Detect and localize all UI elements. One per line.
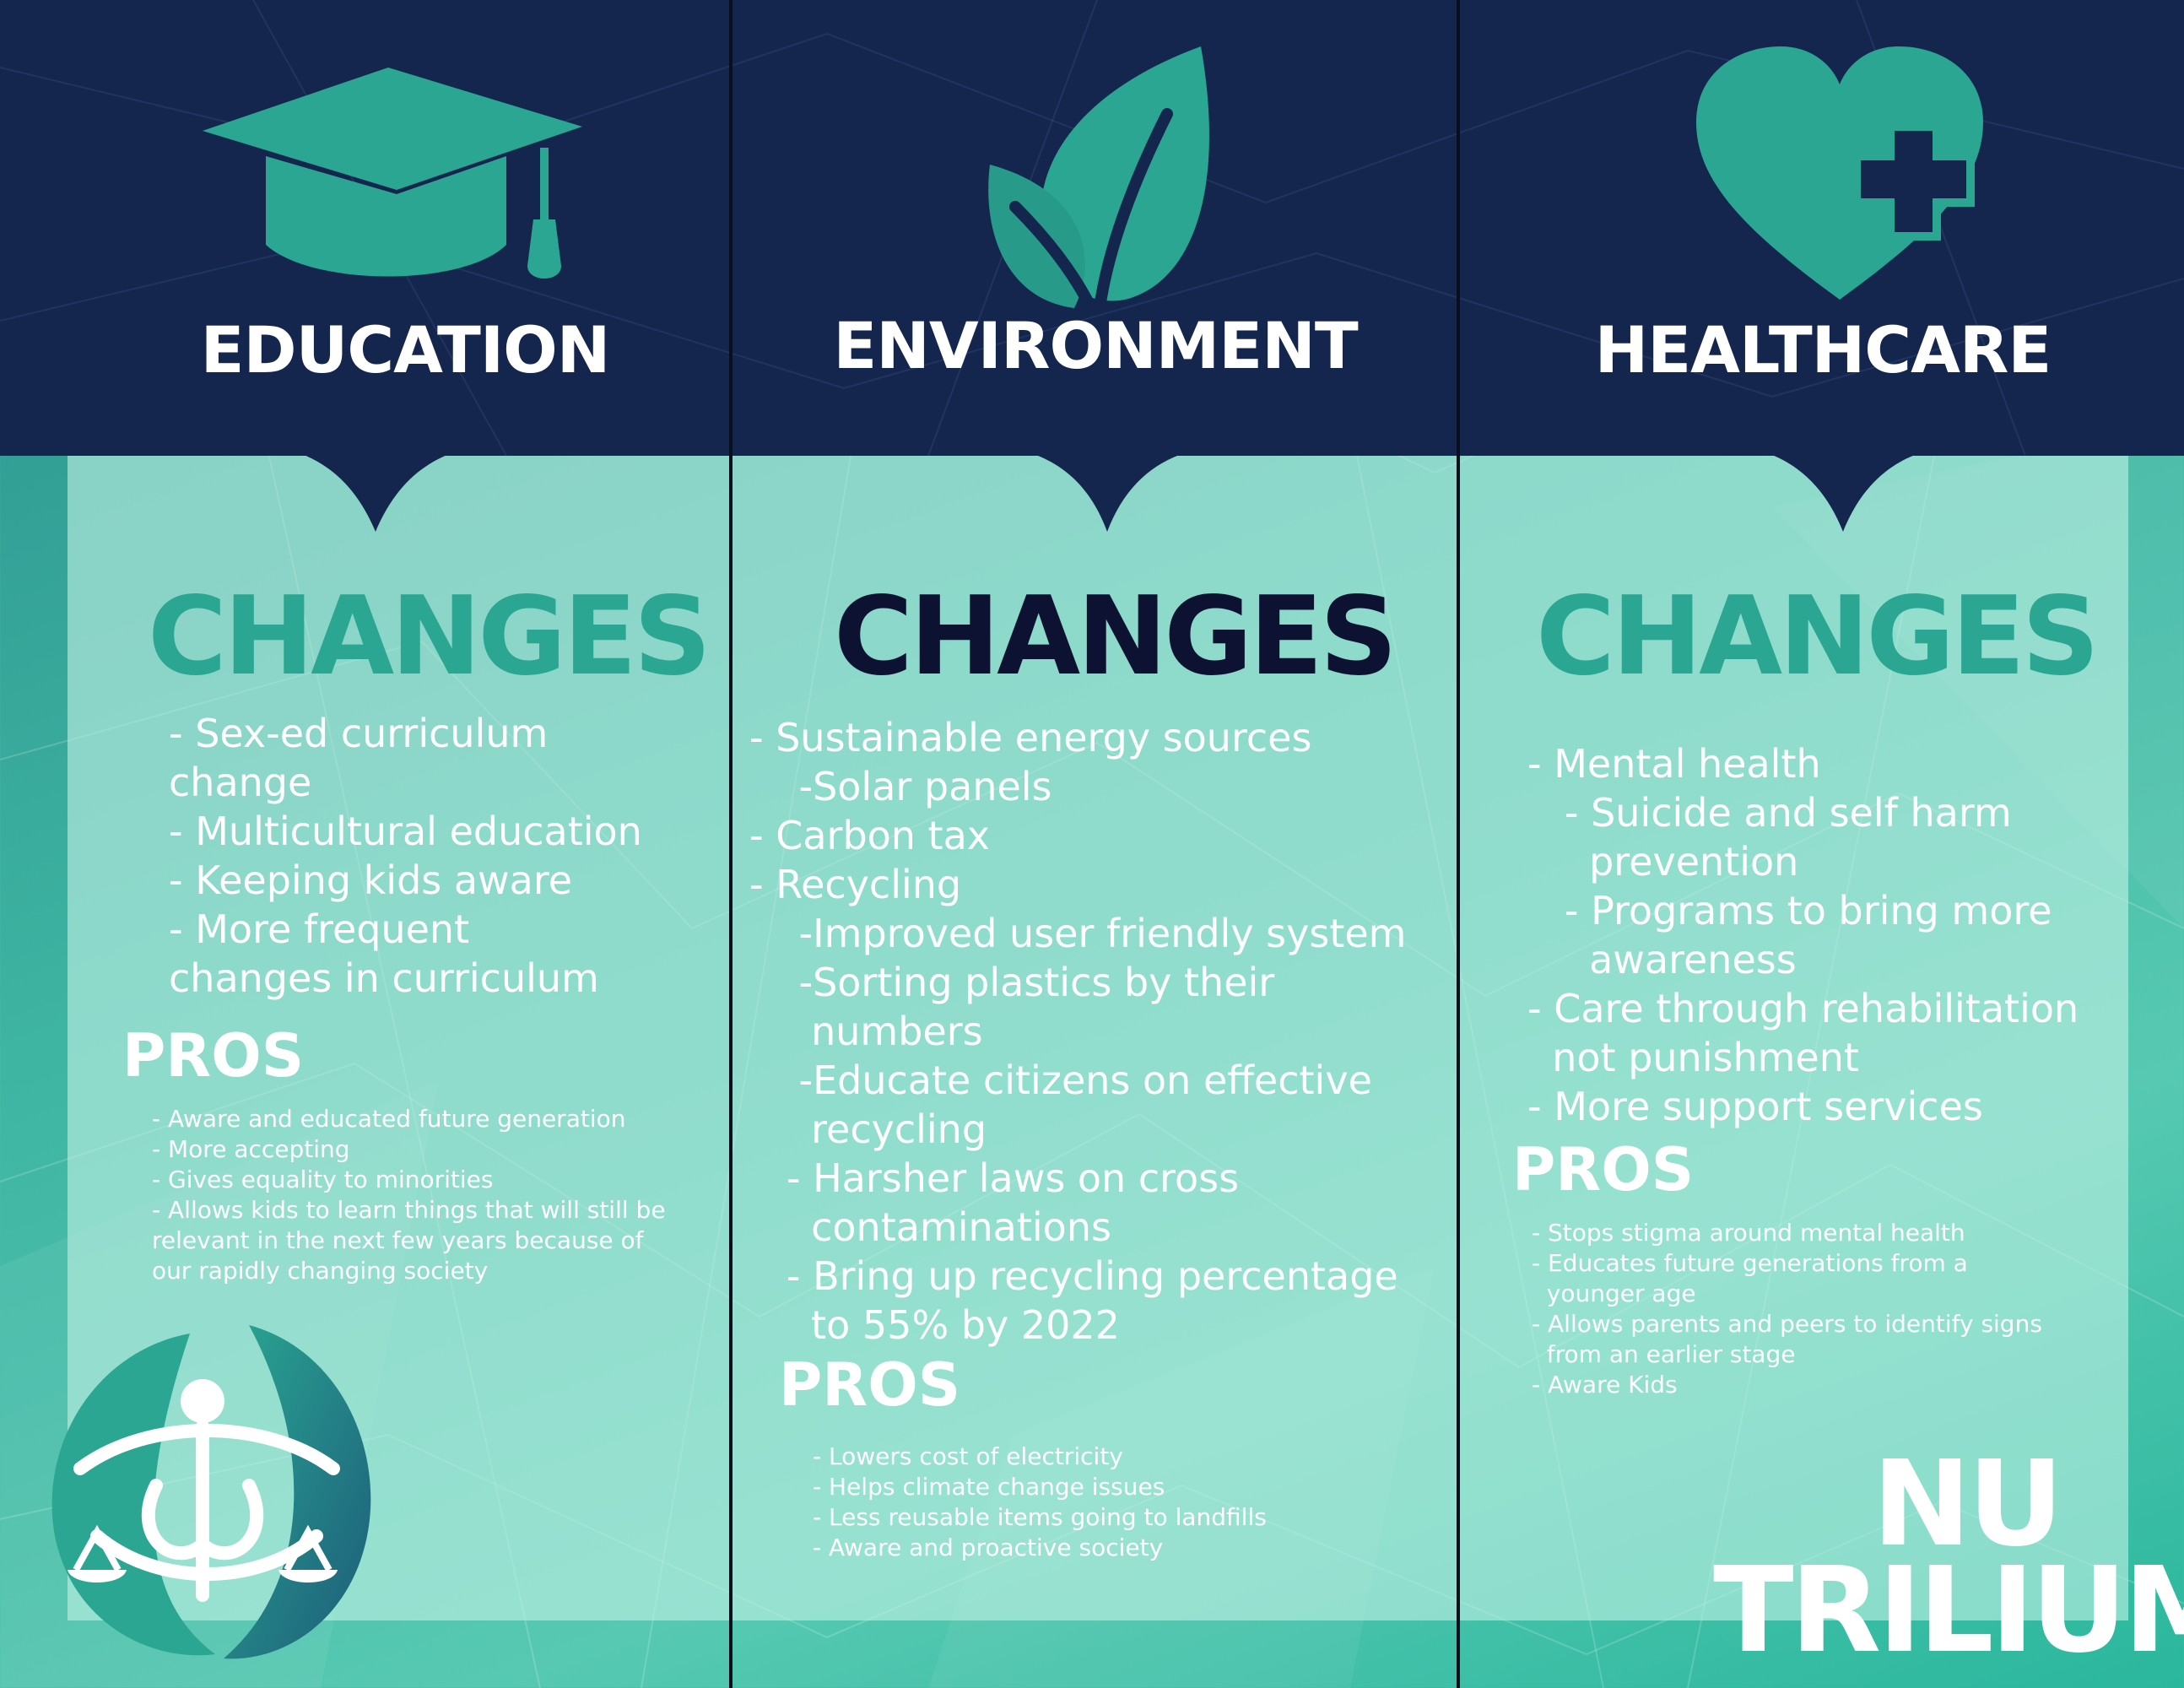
list-item: - Aware and educated future generation: [152, 1105, 626, 1133]
list-item: - Aware and proactive society: [813, 1534, 1164, 1561]
list-item: awareness: [1527, 937, 1797, 982]
heart-plus-icon: [1696, 46, 2017, 311]
graduation-cap-icon: [186, 63, 591, 303]
panel-healthcare: [1458, 456, 2128, 1620]
list-item: - Sustainable energy sources: [749, 715, 1312, 760]
environment-pros-list: - Lowers cost of electricity - Helps cli…: [813, 1442, 1267, 1563]
education-pros-heading: PROS: [122, 1021, 305, 1090]
list-item: - Multicultural education: [169, 809, 642, 854]
list-item: - More accepting: [152, 1135, 350, 1163]
list-item: -Solar panels: [749, 764, 1052, 809]
list-item: - Care through rehabilitation: [1527, 986, 2079, 1031]
list-item: -Improved user friendly system: [749, 911, 1407, 956]
healthcare-pros-list: - Stops stigma around mental health - Ed…: [1532, 1218, 2042, 1400]
list-item: prevention: [1527, 839, 1799, 885]
environment-pros-heading: PROS: [779, 1350, 961, 1420]
healthcare-column: HEALTHCARE CHANGES - Mental health - Sui…: [1460, 0, 2184, 1688]
healthcare-pros-heading: PROS: [1512, 1135, 1695, 1204]
healthcare-changes-list: - Mental health - Suicide and self harm …: [1527, 739, 2079, 1131]
education-pros-list: - Aware and educated future generation -…: [152, 1104, 666, 1286]
list-item: - Gives equality to minorities: [152, 1166, 494, 1193]
list-item: - Less reusable items going to landfills: [813, 1503, 1267, 1531]
column-divider-left: [729, 0, 733, 1688]
list-item: - Recycling: [749, 862, 962, 907]
list-item: our rapidly changing society: [152, 1257, 489, 1285]
list-item: from an earlier stage: [1532, 1340, 1796, 1368]
list-item: - Keeping kids aware: [169, 858, 573, 903]
list-item: -Sorting plastics by their: [749, 960, 1275, 1005]
panel-environment: [731, 456, 1458, 1620]
list-item: - Educates future generations from a: [1532, 1249, 1968, 1277]
list-item: to 55% by 2022: [749, 1302, 1120, 1348]
list-item: recycling: [749, 1106, 987, 1152]
list-item: - Lowers cost of electricity: [813, 1442, 1123, 1470]
list-item: - Mental health: [1527, 741, 1821, 787]
list-item: - More frequent: [169, 906, 470, 952]
education-column: EDUCATION CHANGES - Sex-ed curriculum ch…: [0, 0, 729, 1688]
header-scallops: [278, 447, 1941, 532]
list-item: - Helps climate change issues: [813, 1473, 1165, 1501]
justice-scales-logo-icon: [30, 1317, 384, 1674]
list-item: -Educate citizens on effective: [749, 1058, 1372, 1103]
brand-line-1: NU: [1872, 1436, 2064, 1573]
environment-column: ENVIRONMENT CHANGES - Sustainable energy…: [733, 0, 1457, 1688]
list-item: - Suicide and self harm: [1527, 790, 2012, 836]
leaf-sprout-icon: [981, 46, 1226, 320]
column-divider-right: [1457, 0, 1460, 1688]
environment-title: ENVIRONMENT: [833, 308, 1358, 383]
list-item: - Allows parents and peers to identify s…: [1532, 1310, 2042, 1338]
list-item: younger age: [1532, 1280, 1696, 1307]
brand-line-2: TRILIUM: [1713, 1542, 2184, 1680]
education-changes-list: - Sex-ed curriculum change - Multicultur…: [169, 709, 642, 1003]
environment-changes-heading: CHANGES: [834, 574, 1397, 700]
environment-changes-list: - Sustainable energy sources -Solar pane…: [749, 713, 1406, 1350]
list-item: - Harsher laws on cross: [749, 1155, 1240, 1201]
education-changes-heading: CHANGES: [148, 574, 711, 700]
list-item: change: [169, 760, 312, 805]
list-item: relevant in the next few years because o…: [152, 1226, 644, 1254]
list-item: contaminations: [749, 1204, 1111, 1250]
list-item: - Programs to bring more: [1527, 888, 2052, 933]
list-item: not punishment: [1527, 1035, 1859, 1080]
brand-wordmark: NU TRILIUM: [1713, 1436, 2184, 1680]
list-item: - Allows kids to learn things that will …: [152, 1196, 666, 1224]
list-item: - Carbon tax: [749, 813, 991, 858]
list-item: - Sex-ed curriculum: [169, 711, 549, 756]
education-title: EDUCATION: [200, 312, 611, 387]
healthcare-title: HEALTHCARE: [1594, 312, 2052, 387]
list-item: changes in curriculum: [169, 955, 599, 1001]
healthcare-changes-heading: CHANGES: [1536, 574, 2100, 700]
list-item: numbers: [749, 1009, 983, 1054]
list-item: - More support services: [1527, 1084, 1983, 1129]
list-item: - Aware Kids: [1532, 1371, 1678, 1399]
list-item: - Bring up recycling percentage: [749, 1253, 1398, 1299]
list-item: - Stops stigma around mental health: [1532, 1219, 1965, 1247]
